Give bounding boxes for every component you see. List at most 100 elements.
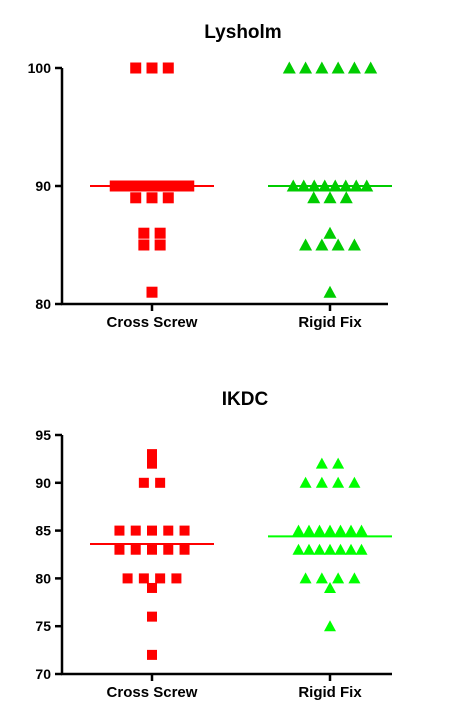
data-point bbox=[360, 179, 374, 192]
data-point bbox=[324, 524, 336, 536]
data-point bbox=[114, 525, 125, 536]
data-point bbox=[315, 457, 328, 469]
chart-title: IKDC bbox=[222, 389, 269, 410]
y-tick-label: 85 bbox=[35, 523, 51, 539]
chart-lysholm: Lysholm 80 90 100 Cross Screw Rigid Fix bbox=[28, 22, 392, 331]
data-point bbox=[147, 649, 157, 660]
data-point bbox=[315, 238, 329, 251]
data-point bbox=[348, 476, 361, 488]
data-point bbox=[307, 191, 321, 204]
data-point bbox=[162, 62, 174, 74]
data-point bbox=[146, 192, 158, 204]
data-point bbox=[324, 543, 336, 555]
data-point bbox=[323, 191, 337, 204]
y-tick-label: 80 bbox=[35, 570, 51, 586]
data-point bbox=[122, 573, 133, 584]
data-point bbox=[120, 180, 132, 192]
y-tick-label: 90 bbox=[35, 475, 51, 491]
data-point bbox=[349, 179, 363, 192]
data-point bbox=[292, 543, 305, 555]
data-point bbox=[154, 227, 166, 239]
data-point bbox=[146, 62, 158, 74]
data-point bbox=[315, 61, 329, 74]
data-point bbox=[138, 573, 149, 584]
data-point bbox=[339, 191, 353, 204]
data-point bbox=[332, 457, 345, 469]
x-tick-label: Cross Screw bbox=[107, 314, 198, 331]
data-point bbox=[138, 477, 149, 488]
data-point bbox=[130, 62, 142, 74]
data-point bbox=[147, 611, 157, 622]
data-point bbox=[163, 525, 174, 536]
data-point bbox=[147, 458, 157, 469]
data-point bbox=[315, 476, 328, 488]
data-point bbox=[313, 543, 326, 555]
x-tick-label: Rigid Fix bbox=[298, 314, 362, 331]
data-point bbox=[299, 61, 313, 74]
data-point bbox=[155, 573, 166, 584]
data-point bbox=[163, 544, 174, 555]
data-point bbox=[347, 61, 361, 74]
x-tick-label: Cross Screw bbox=[107, 684, 198, 701]
y-tick-label: 70 bbox=[35, 666, 51, 682]
data-point bbox=[324, 581, 336, 593]
data-point bbox=[292, 524, 305, 536]
data-point bbox=[130, 525, 141, 536]
data-point bbox=[147, 525, 157, 536]
data-point bbox=[183, 180, 195, 192]
data-point bbox=[162, 180, 174, 192]
data-point bbox=[323, 226, 337, 239]
data-point bbox=[171, 573, 182, 584]
data-point bbox=[303, 543, 315, 555]
data-point bbox=[151, 180, 163, 192]
chart-title: Lysholm bbox=[204, 22, 281, 43]
data-point bbox=[355, 543, 368, 555]
data-point bbox=[332, 476, 345, 488]
data-point bbox=[179, 544, 190, 555]
data-point bbox=[141, 180, 153, 192]
data-point bbox=[147, 582, 157, 593]
data-point bbox=[109, 180, 121, 192]
data-point bbox=[348, 572, 361, 584]
x-tick-label: Rigid Fix bbox=[298, 684, 362, 701]
data-point bbox=[328, 179, 342, 192]
chart-ikdc: IKDC 70 75 80 85 90 95 Cross Screw Rigid Fix bbox=[35, 389, 392, 701]
data-point bbox=[307, 179, 321, 192]
data-point bbox=[303, 524, 315, 536]
data-point bbox=[332, 572, 345, 584]
data-point bbox=[315, 572, 328, 584]
data-point bbox=[364, 61, 378, 74]
data-point bbox=[138, 239, 150, 251]
data-point bbox=[162, 192, 174, 204]
data-point bbox=[334, 524, 347, 536]
y-tick-label: 75 bbox=[35, 618, 51, 634]
data-point bbox=[154, 239, 166, 251]
data-point bbox=[282, 61, 296, 74]
data-point bbox=[147, 544, 157, 555]
data-point bbox=[318, 179, 332, 192]
data-point bbox=[355, 524, 368, 536]
y-tick-label: 100 bbox=[28, 60, 52, 76]
data-point bbox=[155, 477, 166, 488]
data-point bbox=[299, 476, 312, 488]
data-point bbox=[130, 544, 141, 555]
y-tick-label: 95 bbox=[35, 427, 51, 443]
data-point bbox=[138, 227, 150, 239]
data-point bbox=[297, 179, 311, 192]
data-point bbox=[147, 449, 157, 460]
data-point bbox=[345, 543, 357, 555]
data-point bbox=[324, 620, 336, 632]
data-point bbox=[331, 238, 345, 251]
data-point bbox=[299, 572, 312, 584]
data-point bbox=[130, 192, 142, 204]
data-point bbox=[179, 525, 190, 536]
data-point bbox=[172, 180, 184, 192]
data-point bbox=[114, 544, 125, 555]
data-point bbox=[347, 238, 361, 251]
data-point bbox=[323, 285, 337, 298]
data-point bbox=[331, 61, 345, 74]
data-point bbox=[146, 286, 158, 298]
data-point bbox=[345, 524, 357, 536]
y-tick-label: 90 bbox=[35, 178, 51, 194]
